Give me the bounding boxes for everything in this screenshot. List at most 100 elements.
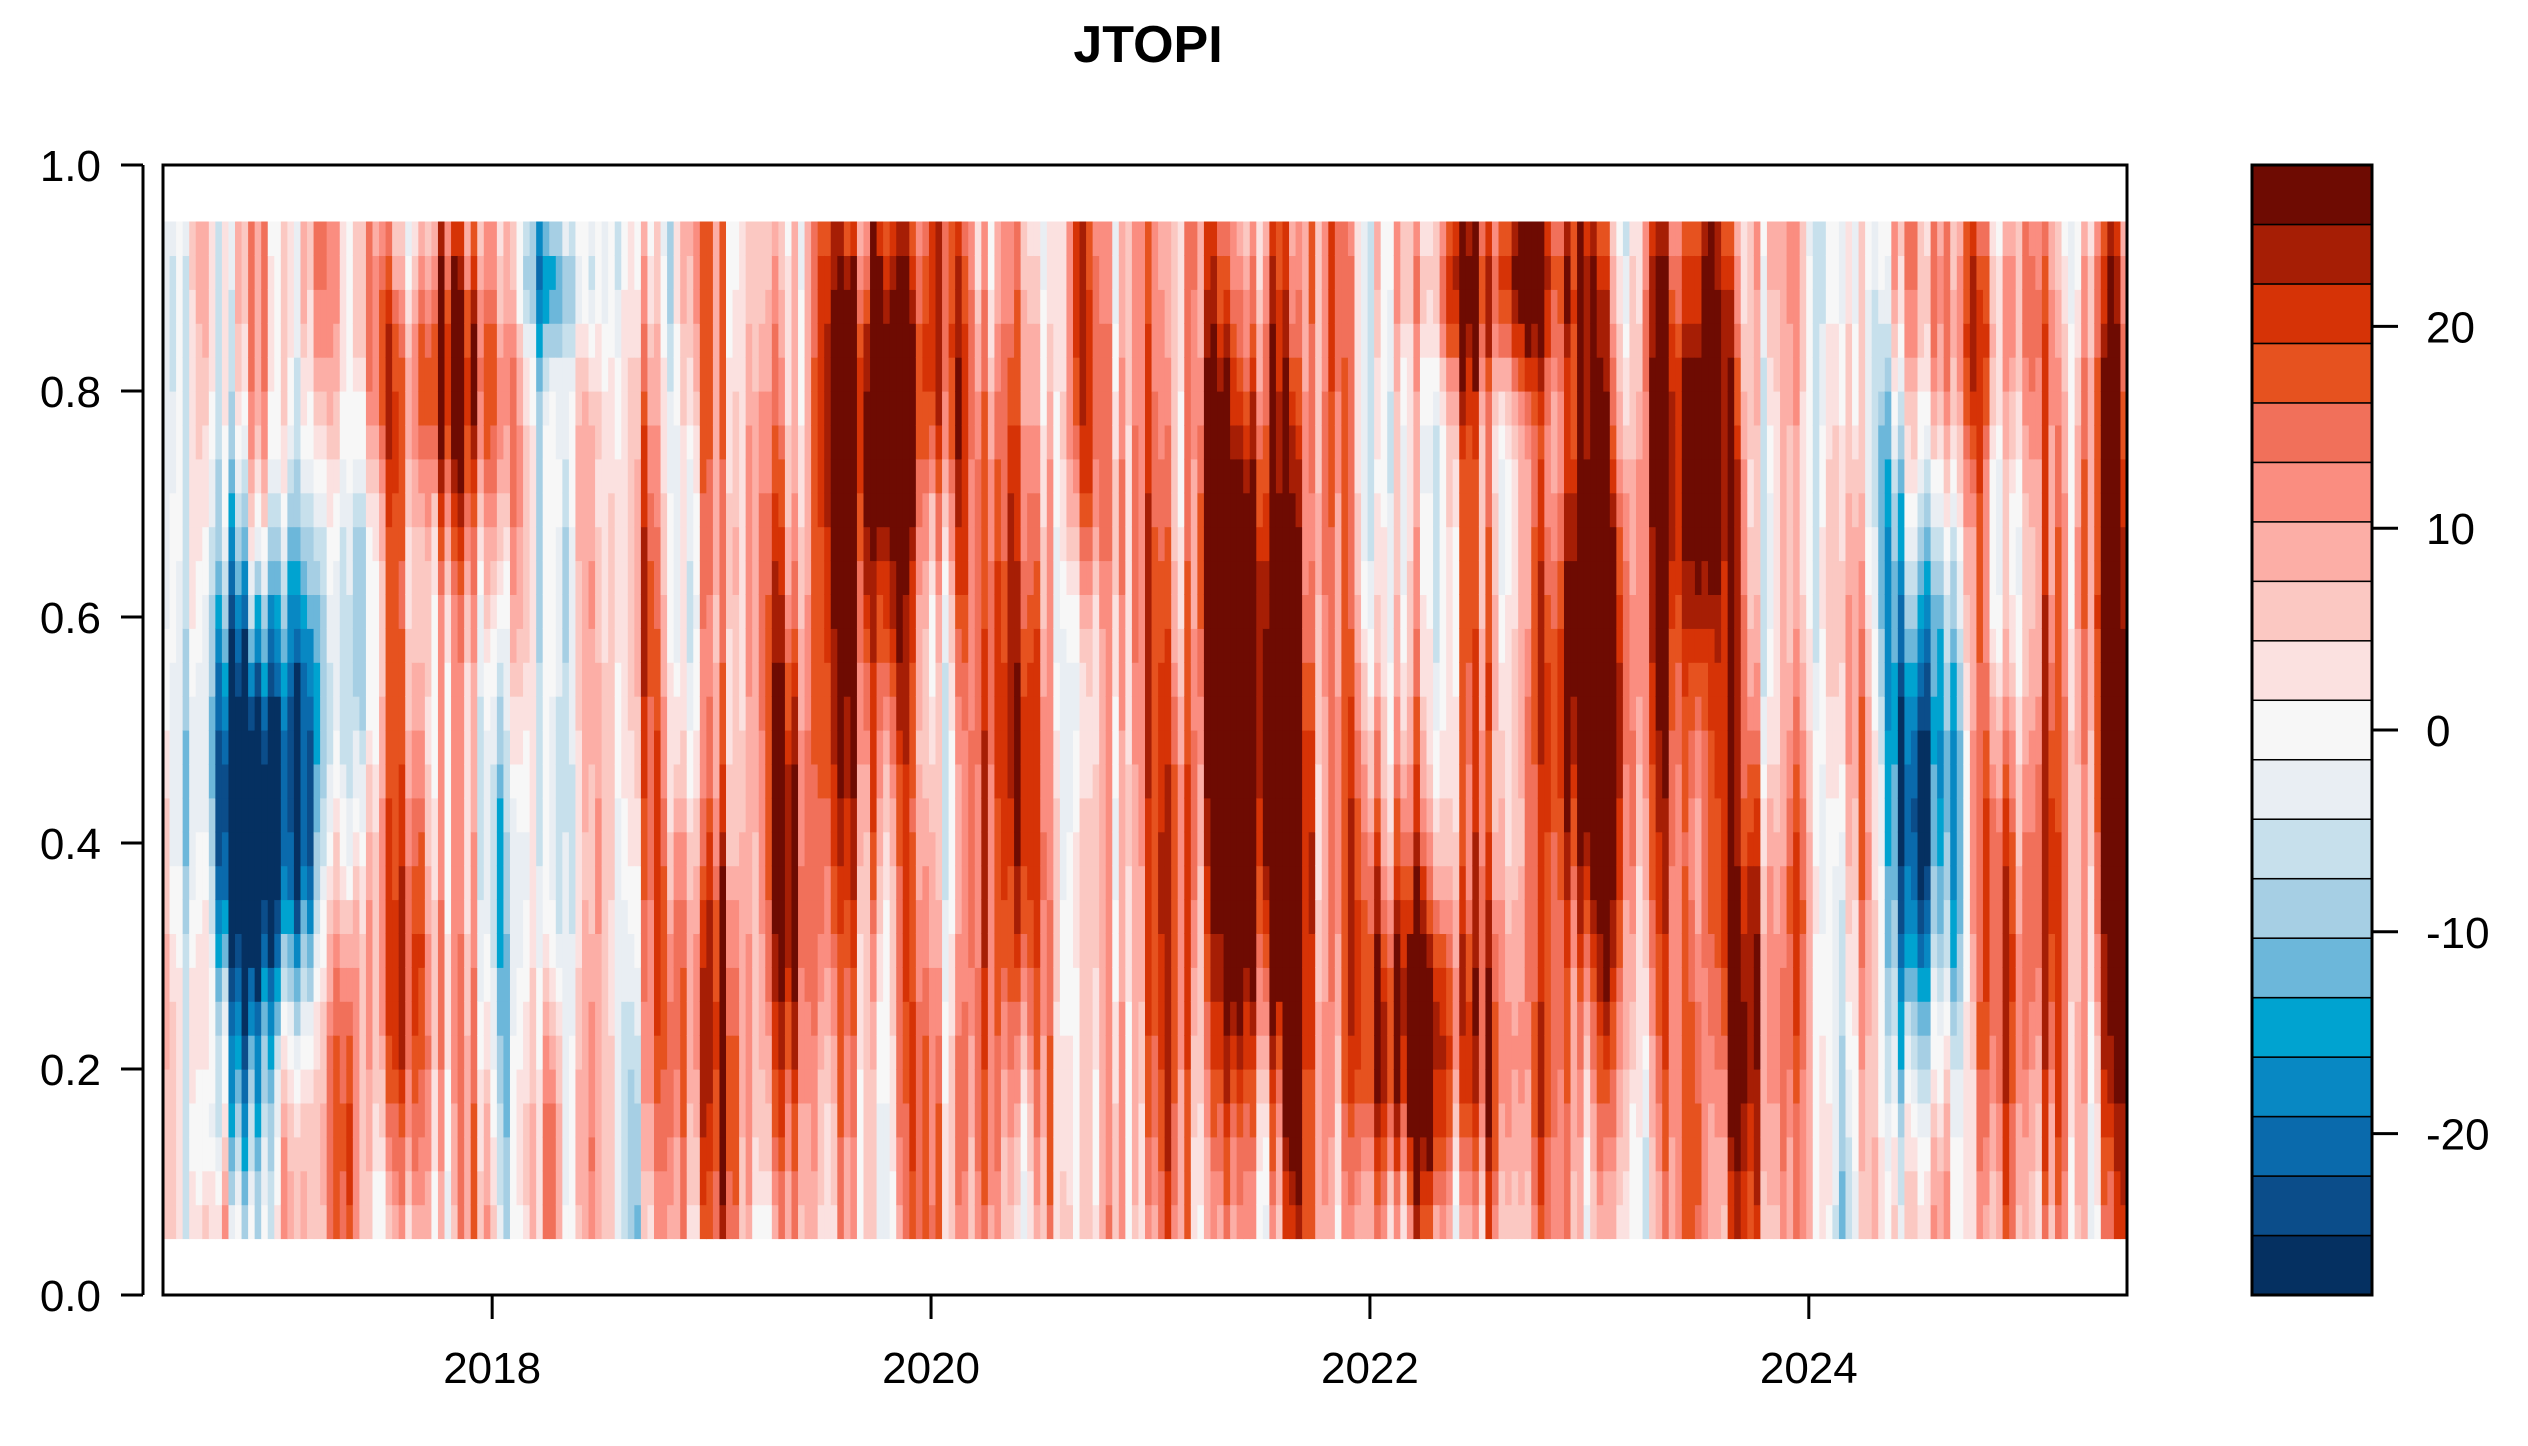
heatmap-cell <box>654 526 662 562</box>
heatmap-cell <box>660 492 668 528</box>
heatmap-cell <box>726 1136 734 1172</box>
heatmap-cell <box>457 221 465 256</box>
heatmap-cell <box>771 1069 779 1104</box>
heatmap-cell <box>811 458 819 494</box>
heatmap-cell <box>496 899 505 934</box>
heatmap-cell <box>981 933 989 968</box>
heatmap-cell <box>352 730 360 765</box>
heatmap-cell <box>896 560 904 595</box>
heatmap-cell <box>503 391 511 426</box>
heatmap-cell <box>654 1069 662 1104</box>
heatmap-cell <box>745 289 753 324</box>
heatmap-cell <box>1243 221 1251 256</box>
heatmap-cell <box>987 1204 996 1240</box>
heatmap-cell <box>627 458 635 494</box>
heatmap-cell <box>385 289 393 324</box>
heatmap-cell <box>1099 357 1107 392</box>
heatmap-cell <box>627 662 635 697</box>
heatmap-cell <box>1145 492 1153 528</box>
heatmap-cell <box>1249 1170 1257 1206</box>
heatmap-cell <box>883 1069 891 1104</box>
heatmap-cell <box>464 967 472 1002</box>
heatmap-cell <box>424 1136 433 1172</box>
heatmap-cell <box>640 797 649 833</box>
heatmap-cell <box>961 357 969 392</box>
heatmap-cell <box>307 1069 315 1104</box>
heatmap-cell <box>261 289 269 324</box>
heatmap-cell <box>811 1136 819 1172</box>
heatmap-cell <box>464 424 472 460</box>
heatmap-cell <box>745 323 753 358</box>
heatmap-cell <box>313 763 321 799</box>
heatmap-cell <box>470 763 478 799</box>
heatmap-cell <box>902 492 910 528</box>
heatmap-cell <box>726 526 734 562</box>
heatmap-cell <box>451 560 459 595</box>
heatmap-cell <box>1243 526 1251 562</box>
heatmap-cell <box>300 763 308 799</box>
heatmap-cell <box>451 730 459 765</box>
heatmap-cell <box>1177 797 1185 833</box>
heatmap-cell <box>176 323 184 358</box>
heatmap-cell <box>359 730 367 765</box>
heatmap-cell <box>667 831 675 867</box>
heatmap-cell <box>634 526 642 562</box>
heatmap-cell <box>915 696 924 731</box>
heatmap-cell <box>955 221 963 256</box>
heatmap-cell <box>928 1102 937 1138</box>
heatmap-cell <box>444 323 452 358</box>
heatmap-cell <box>300 424 308 460</box>
heatmap-cell <box>987 458 996 494</box>
heatmap-cell <box>418 424 426 460</box>
heatmap-cell <box>326 831 334 867</box>
heatmap-cell <box>431 323 439 358</box>
heatmap-cell <box>686 831 694 867</box>
heatmap-cell <box>994 526 1002 562</box>
heatmap-cell <box>942 526 950 562</box>
heatmap-cell <box>1210 899 1218 934</box>
heatmap-cell <box>189 492 197 528</box>
heatmap-cell <box>1145 662 1153 697</box>
heatmap-cell <box>385 628 393 663</box>
heatmap-cell <box>1177 255 1185 290</box>
heatmap-cell <box>771 1136 779 1172</box>
heatmap-cell <box>182 1102 190 1138</box>
heatmap-cell <box>379 492 387 528</box>
heatmap-cell <box>961 255 969 290</box>
heatmap-cell <box>706 289 714 324</box>
heatmap-cell <box>1125 1102 1133 1138</box>
heatmap-cell <box>470 1102 478 1138</box>
heatmap-cell <box>339 458 347 494</box>
heatmap-cell <box>392 967 400 1002</box>
heatmap-cell <box>418 323 426 358</box>
heatmap-cell <box>581 831 590 867</box>
heatmap-cell <box>392 933 400 968</box>
heatmap-cell <box>1243 323 1251 358</box>
heatmap-cell <box>496 730 505 765</box>
heatmap-cell <box>758 696 766 731</box>
heatmap-cell <box>1223 628 1231 663</box>
heatmap-cell <box>1033 458 1041 494</box>
heatmap-cell <box>542 1001 550 1036</box>
heatmap-cell <box>1112 1069 1120 1104</box>
heatmap-cell <box>189 424 197 460</box>
heatmap-cell <box>326 594 334 629</box>
heatmap-cell <box>1112 899 1120 934</box>
heatmap-cell <box>837 526 845 562</box>
heatmap-cell <box>1105 763 1113 799</box>
heatmap-cell <box>739 357 747 392</box>
heatmap-cell <box>771 560 779 595</box>
heatmap-cell <box>942 1102 950 1138</box>
heatmap-cell <box>974 662 982 697</box>
heatmap-cell <box>928 967 937 1002</box>
heatmap-cell <box>595 1136 603 1172</box>
heatmap-cell <box>634 797 642 833</box>
heatmap-cell <box>1086 1170 1094 1206</box>
heatmap-cell <box>791 1136 799 1172</box>
heatmap-cell <box>804 221 812 256</box>
heatmap-cell <box>1000 1102 1009 1138</box>
heatmap-cell <box>1053 357 1061 392</box>
heatmap-cell <box>490 899 498 934</box>
heatmap-cell <box>981 1136 989 1172</box>
heatmap-cell <box>405 289 413 324</box>
